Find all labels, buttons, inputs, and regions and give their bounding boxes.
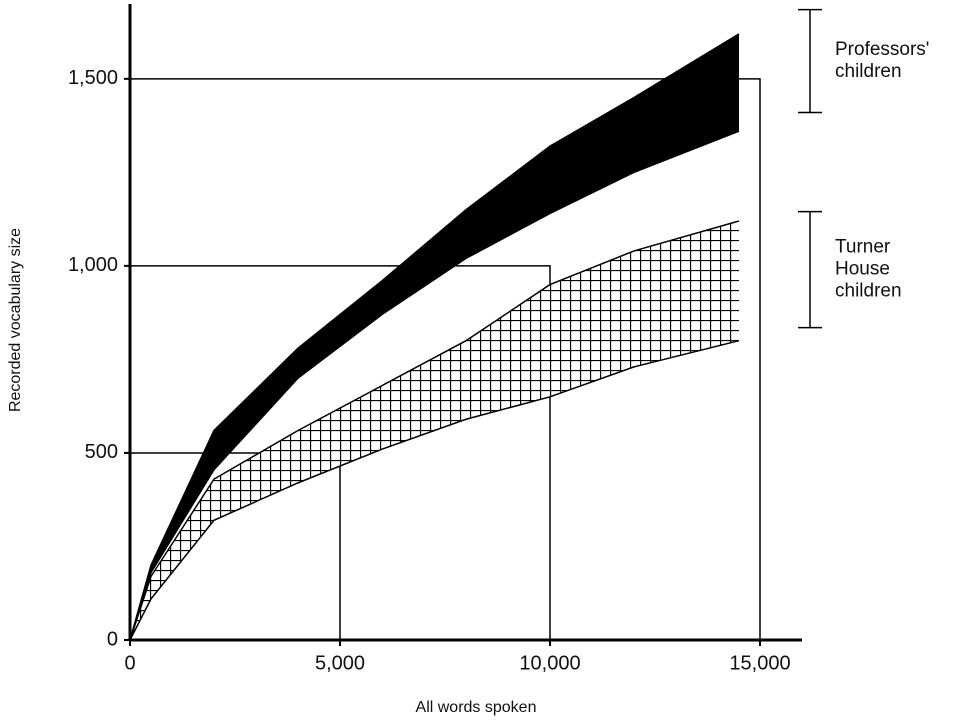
x-axis-label: All words spoken bbox=[416, 699, 537, 716]
y-tick-label: 1,500 bbox=[68, 67, 118, 89]
y-tick-label: 0 bbox=[107, 628, 118, 650]
band-upper-line bbox=[129, 33, 740, 641]
band-label: Turner bbox=[835, 237, 891, 258]
band-fill bbox=[130, 33, 739, 640]
band-label: House bbox=[835, 259, 890, 280]
band-lower-line bbox=[129, 130, 740, 641]
band-label: Professors' bbox=[835, 39, 929, 60]
x-tick-label: 5,000 bbox=[315, 652, 365, 674]
reference-line bbox=[130, 78, 761, 640]
reference-line bbox=[130, 265, 551, 640]
band-label: children bbox=[835, 281, 902, 302]
y-tick-label: 500 bbox=[85, 441, 118, 463]
y-axis-label: Recorded vocabulary size bbox=[7, 228, 24, 412]
band-lower-line bbox=[129, 339, 740, 641]
bracket bbox=[798, 8, 822, 114]
band-upper-line bbox=[129, 220, 740, 641]
x-tick-label: 15,000 bbox=[729, 652, 790, 674]
x-tick-label: 10,000 bbox=[519, 652, 580, 674]
y-tick-label: 1,000 bbox=[68, 254, 118, 276]
band-fill bbox=[130, 220, 739, 641]
x-tick-label: 0 bbox=[124, 652, 135, 674]
band-label: children bbox=[835, 61, 902, 82]
bracket bbox=[798, 210, 822, 329]
